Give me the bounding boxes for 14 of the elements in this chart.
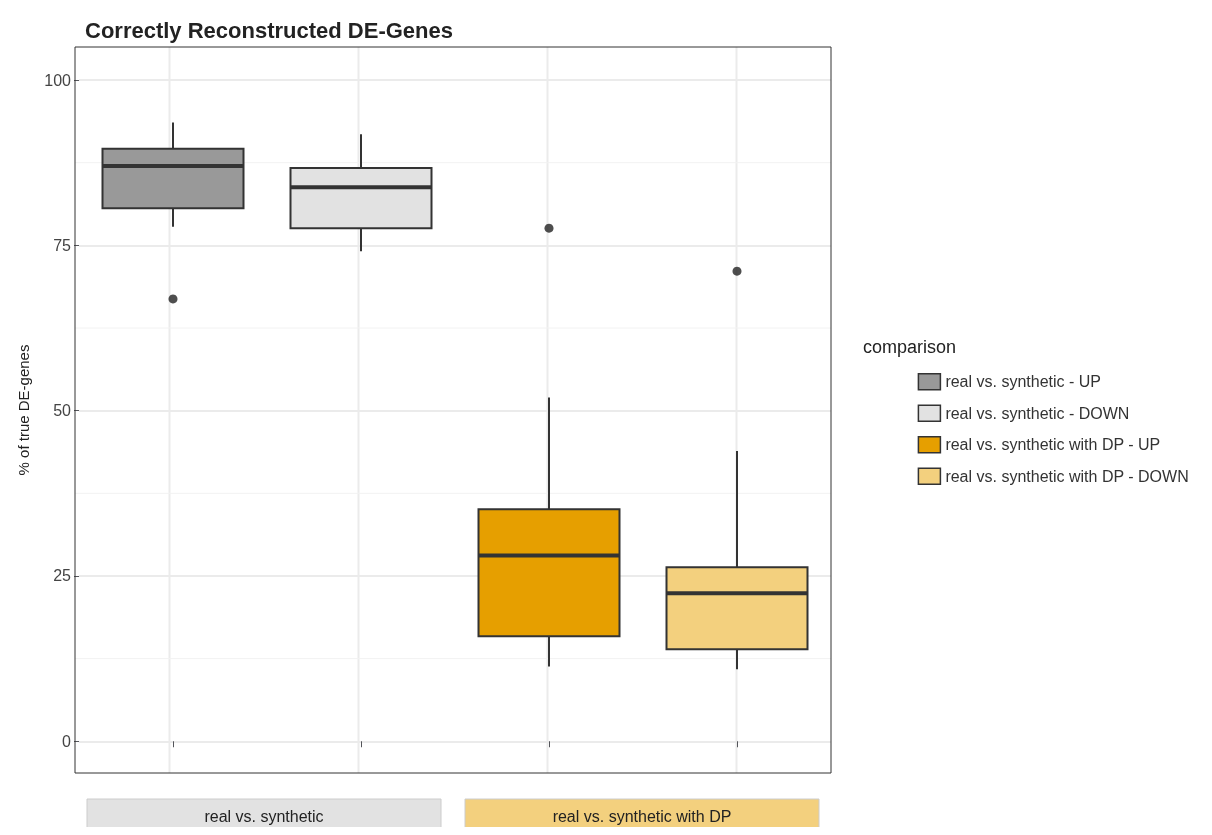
legend-label: real vs. synthetic - UP bbox=[945, 373, 1102, 391]
text: real vs. synthetic bbox=[204, 807, 324, 825]
legend-label: real vs. synthetic with DP - DOWN bbox=[945, 467, 1189, 485]
chart-title: Correctly Reconstructed DE-Genes bbox=[85, 17, 453, 43]
text: real vs. synthetic with DP bbox=[552, 807, 732, 825]
y-axis-title: % of true DE-genes bbox=[15, 344, 32, 476]
legend-label: real vs. synthetic with DP - UP bbox=[945, 436, 1161, 454]
legend-title: comparison bbox=[863, 337, 957, 357]
y-tick-label: 100 bbox=[44, 71, 72, 89]
y-tick-label: 75 bbox=[53, 236, 72, 254]
y-tick-label: 0 bbox=[62, 732, 72, 750]
legend-label: real vs. synthetic - DOWN bbox=[945, 404, 1130, 422]
y-tick-label: 25 bbox=[53, 567, 72, 585]
y-tick-label: 50 bbox=[53, 402, 72, 420]
